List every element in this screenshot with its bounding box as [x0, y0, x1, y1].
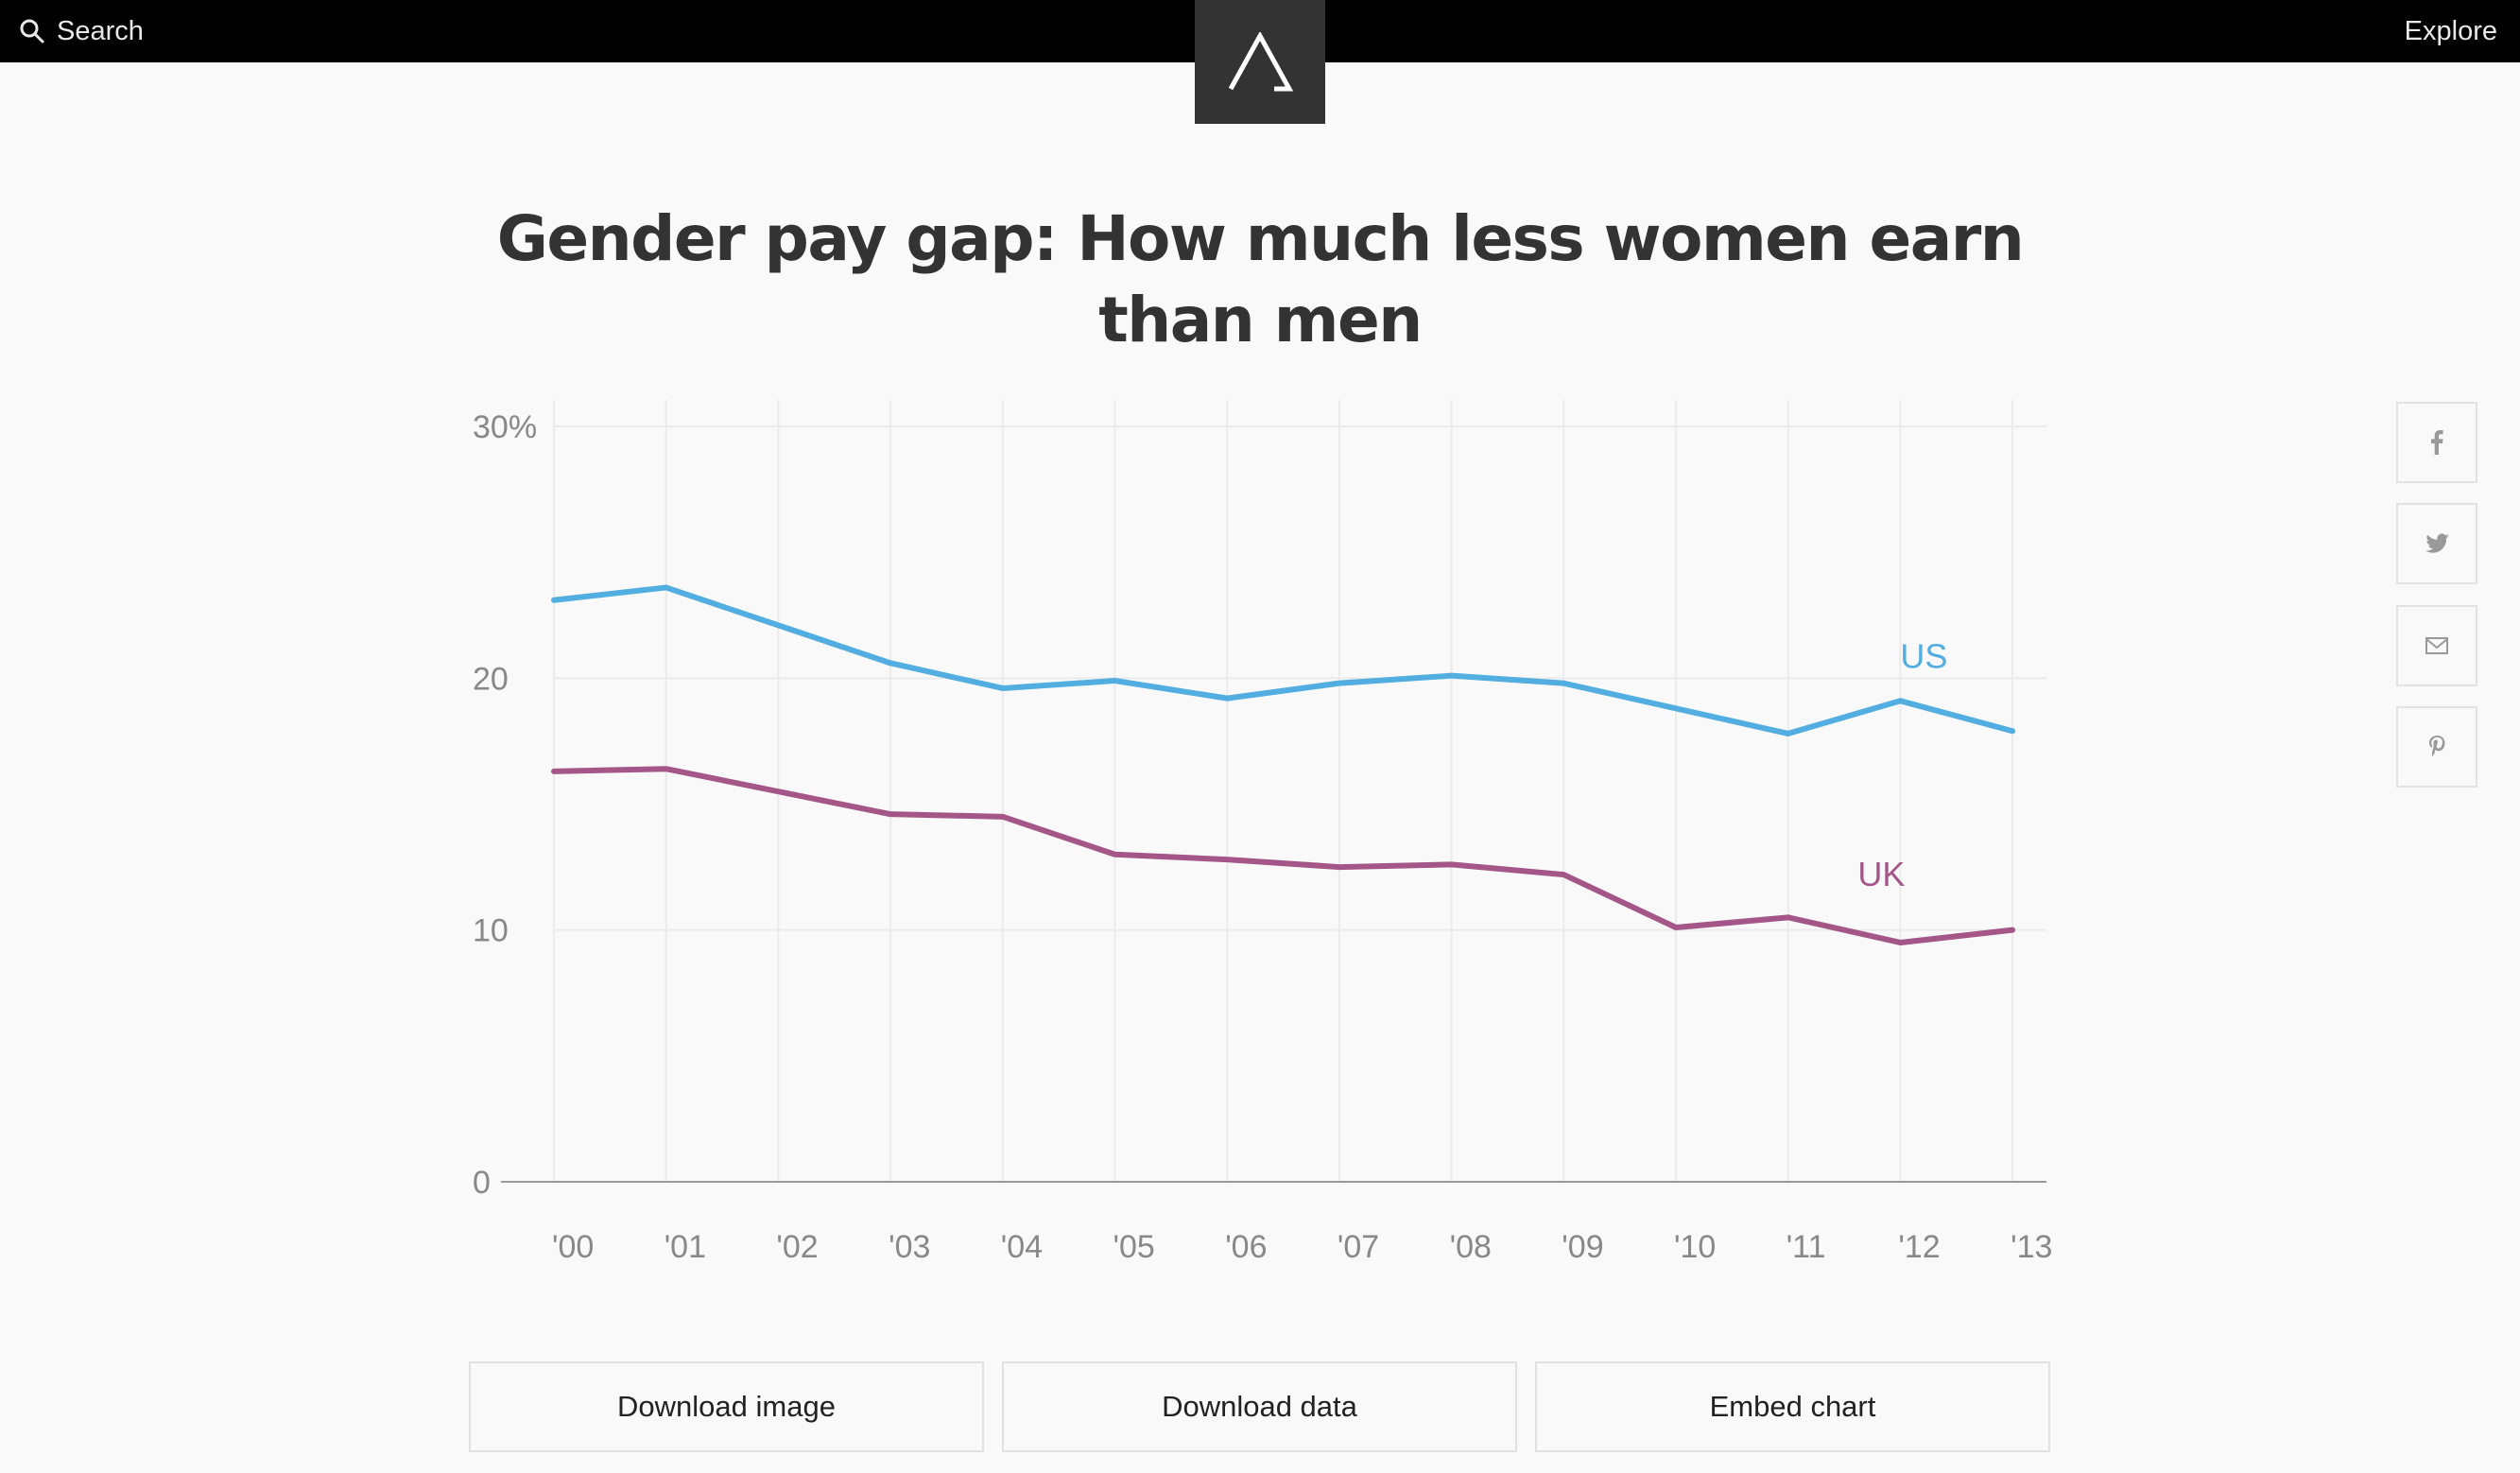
explore-button[interactable]: Explore [2404, 15, 2497, 46]
x-tick-label: '11 [1786, 1229, 1826, 1265]
x-tick-label: '01 [665, 1229, 706, 1265]
x-tick-label: '07 [1338, 1229, 1379, 1265]
search-label: Search [57, 15, 144, 46]
page-title: Gender pay gap: How much less women earn… [496, 202, 2025, 356]
x-tick-label: '03 [889, 1229, 930, 1265]
pinterest-icon [2429, 736, 2445, 757]
download-image-button[interactable]: Download image [469, 1361, 984, 1452]
share-pinterest-button[interactable] [2396, 706, 2477, 788]
search-button[interactable]: Search [19, 0, 144, 62]
share-facebook-button[interactable] [2396, 402, 2477, 483]
x-tick-label: '09 [1562, 1229, 1603, 1265]
share-email-button[interactable] [2396, 605, 2477, 686]
x-tick-label: '04 [1001, 1229, 1043, 1265]
series-label-uk: UK [1857, 855, 1905, 893]
x-tick-label: '08 [1450, 1229, 1492, 1265]
facebook-icon [2431, 430, 2443, 455]
twitter-icon [2425, 533, 2449, 553]
y-tick-label: 20 [473, 661, 509, 697]
x-tick-label: '13 [2011, 1229, 2052, 1265]
x-tick-label: '12 [1898, 1229, 1940, 1265]
download-data-button[interactable]: Download data [1002, 1361, 1517, 1452]
x-tick-label: '06 [1225, 1229, 1267, 1265]
y-tick-label: 10 [473, 913, 509, 949]
line-chart: 0 10 20 30% '00 '01 '02 '03 '04 '05 '06 '07 '08 '09 '1… [473, 400, 2052, 1265]
series-label-us: US [1900, 636, 1947, 675]
triangle-logo-icon [1228, 31, 1293, 91]
logo[interactable] [1195, 0, 1325, 124]
y-tick-label: 0 [473, 1165, 491, 1201]
embed-chart-button[interactable]: Embed chart [1535, 1361, 2050, 1452]
y-tick-label: 30% [473, 409, 537, 445]
series-line-uk [551, 766, 2016, 945]
email-icon [2425, 637, 2448, 654]
x-tick-label: '02 [776, 1229, 818, 1265]
x-tick-label: '00 [552, 1229, 594, 1265]
share-twitter-button[interactable] [2396, 503, 2477, 584]
x-tick-label: '10 [1674, 1229, 1716, 1265]
series-line-us [551, 584, 2016, 736]
x-tick-label: '05 [1113, 1229, 1155, 1265]
search-icon [20, 19, 44, 43]
